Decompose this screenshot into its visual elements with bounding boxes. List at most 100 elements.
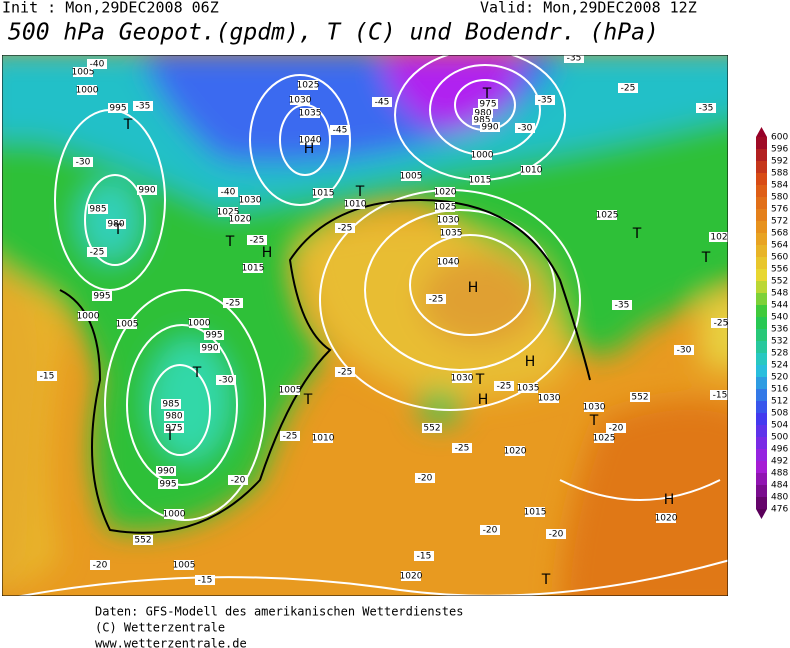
contour-label: 1020 (229, 215, 252, 225)
color-swatch (756, 317, 767, 329)
contour-label: -35 (538, 96, 553, 106)
contour-label: 980 (165, 412, 182, 422)
label-background (472, 115, 492, 125)
contour-label: -15 (198, 576, 213, 586)
color-swatch (756, 245, 767, 257)
label-background (470, 175, 490, 185)
pressure-center: T (632, 226, 642, 242)
color-bar-label: 512 (771, 397, 788, 407)
color-swatch (756, 437, 767, 449)
label-background (606, 423, 626, 433)
color-bar-label: 552 (771, 277, 788, 287)
color-bar-label: 596 (771, 145, 788, 155)
contour-label: -25 (455, 444, 470, 454)
color-bar-label: 508 (771, 409, 788, 419)
color-bar-label: 524 (771, 361, 788, 371)
footer-source: Daten: GFS-Modell des amerikanischen Wet… (95, 605, 463, 619)
color-swatch (756, 233, 767, 245)
contour-label: 1000 (76, 86, 99, 96)
contour-label: -25 (497, 382, 512, 392)
map-title: 500 hPa Geopot.(gpdm), T (C) und Bodendr… (8, 20, 659, 46)
label-background (164, 423, 184, 433)
label-background (77, 85, 97, 95)
contour-label: 1030 (583, 403, 606, 413)
contour-label: -20 (609, 424, 624, 434)
label-background (630, 392, 650, 402)
label-background (158, 479, 178, 489)
contour-label: 985 (89, 205, 106, 215)
label-background (290, 95, 310, 105)
label-background (335, 223, 355, 233)
contour-label: 985 (162, 400, 179, 410)
contour-label: -20 (483, 526, 498, 536)
contour-label: -20 (549, 530, 564, 540)
552-contour (59, 198, 591, 534)
contour-label: -30 (518, 124, 533, 134)
contour-label: 1000 (77, 312, 100, 322)
label-background (435, 202, 455, 212)
contour-label: 1015 (469, 176, 492, 186)
contour-label: 1005 (72, 68, 95, 78)
label-background (156, 466, 176, 476)
label-background (73, 157, 93, 167)
contour-label: -25 (714, 319, 729, 329)
label-background (345, 199, 365, 209)
label-background (195, 575, 215, 585)
color-swatch (756, 425, 767, 437)
contour-label: 990 (481, 123, 498, 133)
color-bar-label: 560 (771, 253, 788, 263)
contour-label: 995 (109, 104, 126, 114)
color-bar-label: 480 (771, 493, 788, 503)
label-background (87, 59, 107, 69)
label-background (435, 187, 455, 197)
contour-label: -25 (338, 368, 353, 378)
contour-label: 1030 (289, 96, 312, 106)
label-background (90, 560, 110, 570)
contour-label: 1015 (524, 508, 547, 518)
color-bar: 476 480 484 488 492 496 500 504 508 512 516 520 524 5… (756, 127, 788, 519)
label-background (618, 83, 638, 93)
contour-label: -20 (231, 476, 246, 486)
pressure-center: T (123, 117, 133, 133)
contour-label: 985 (473, 116, 490, 126)
color-swatch (756, 461, 767, 473)
contour-label: -25 (621, 84, 636, 94)
color-swatch (756, 197, 767, 209)
label-background (438, 215, 458, 225)
color-bar-label: 484 (771, 481, 788, 491)
contour-label: 1015 (242, 264, 265, 274)
color-bar-label: 556 (771, 265, 788, 275)
color-swatch (756, 413, 767, 425)
color-bar-label: 520 (771, 373, 788, 383)
pressure-center: T (113, 222, 123, 238)
color-bar-label: 500 (771, 433, 788, 443)
contour-label: -35 (567, 54, 582, 64)
pressure-center: T (541, 572, 551, 588)
contour-label: 1010 (344, 200, 367, 210)
contour-label: 1020 (504, 447, 527, 457)
label-background (73, 67, 93, 77)
contour-label: -30 (219, 376, 234, 386)
label-background (472, 150, 492, 160)
label-background (223, 298, 243, 308)
contour-label: 995 (159, 480, 176, 490)
contour-label: 995 (205, 331, 222, 341)
contour-label: -40 (90, 60, 105, 70)
contour-label: 1020 (434, 188, 457, 198)
color-swatch (756, 365, 767, 377)
label-background (612, 300, 632, 310)
color-bar-label: 516 (771, 385, 788, 395)
contour-label: -25 (90, 248, 105, 258)
contour-label: -35 (699, 104, 714, 114)
label-background (438, 257, 458, 267)
contour-label: -15 (417, 552, 432, 562)
contour-label: 1025 (297, 81, 320, 91)
label-background (480, 122, 500, 132)
pressure-center: H (664, 492, 675, 508)
color-swatch (756, 149, 767, 161)
label-background (243, 263, 263, 273)
contour-label: -25 (250, 236, 265, 246)
pressure-center: T (589, 413, 599, 429)
